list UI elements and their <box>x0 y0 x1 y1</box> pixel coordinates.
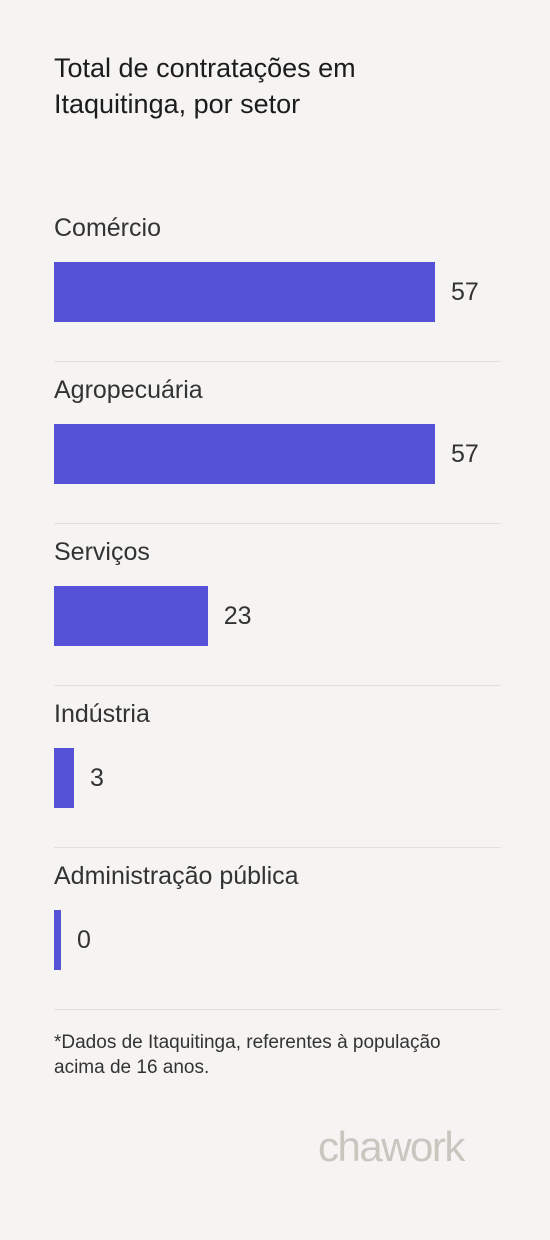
category-label: Comércio <box>54 214 161 242</box>
bar <box>54 748 75 808</box>
chart-row: Administração pública 0 <box>54 848 501 1010</box>
category-label: Indústria <box>54 700 150 728</box>
value-label: 3 <box>90 764 104 792</box>
bar-chart: Comércio 57 Agropecuária 57 Serviços 23 Indúst… <box>54 200 501 1010</box>
page-title: Total de contratações em Itaquitinga, po… <box>54 53 356 119</box>
value-label: 57 <box>451 440 479 468</box>
chawork-logo: chawork <box>318 1123 468 1170</box>
bar <box>54 424 435 484</box>
value-label: 0 <box>77 926 91 954</box>
value-label: 57 <box>451 278 479 306</box>
chart-row: Comércio 57 <box>54 200 501 362</box>
category-label: Serviços <box>54 538 150 566</box>
chart-row: Agropecuária 57 <box>54 362 501 524</box>
bar <box>54 586 208 646</box>
bar <box>54 262 435 322</box>
value-label: 23 <box>223 602 252 630</box>
footnote: *Dados de Itaquitinga, referentes à popu… <box>54 1032 441 1078</box>
logo-text: chawork <box>318 1123 466 1170</box>
category-label: Administração pública <box>54 862 299 890</box>
category-label: Agropecuária <box>54 376 203 404</box>
chart-row: Indústria 3 <box>54 686 501 848</box>
chart-row: Serviços 23 <box>54 524 501 686</box>
bar <box>54 910 61 970</box>
